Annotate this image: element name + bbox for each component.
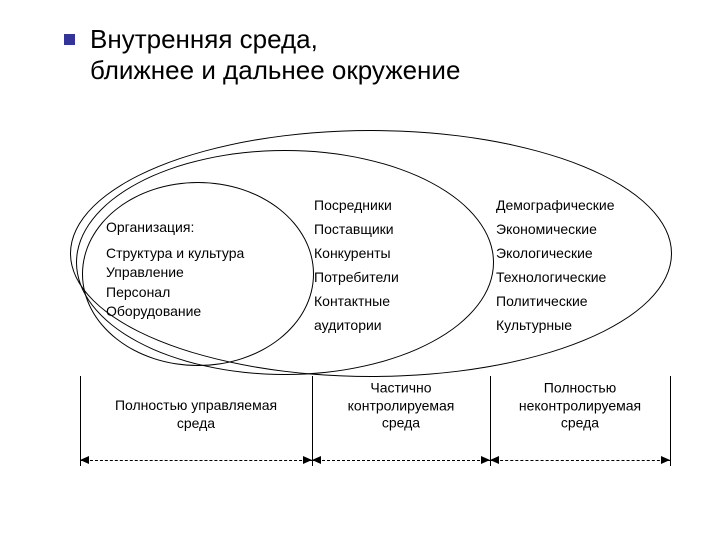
dimension-tick — [670, 376, 671, 466]
arrow-right-icon — [303, 456, 312, 464]
outer-item: Политические — [496, 292, 588, 312]
middle-item: Поставщики — [314, 220, 394, 240]
title-bullet — [64, 34, 75, 45]
middle-item: Посредники — [314, 196, 392, 216]
slide: Внутренняя среда, ближнее и дальнее окру… — [0, 0, 720, 540]
dimension-label: Частично контролируемая среда — [312, 380, 490, 433]
inner-item: Оборудование — [106, 302, 244, 322]
arrow-right-icon — [661, 456, 670, 464]
dimension-label: Полностью управляемая среда — [80, 397, 312, 432]
inner-text-block: Организация: Структура и культура Управл… — [106, 218, 244, 322]
dimension-line — [490, 460, 670, 461]
inner-item: Персонал — [106, 283, 244, 303]
middle-item: Контактные — [314, 292, 390, 312]
outer-item: Культурные — [496, 316, 572, 336]
middle-item: Потребители — [314, 268, 399, 288]
middle-item: Конкуренты — [314, 244, 391, 264]
arrow-right-icon — [481, 456, 490, 464]
dimension-line — [80, 460, 312, 461]
inner-item: Управление — [106, 263, 244, 283]
arrow-left-icon — [80, 456, 89, 464]
outer-item: Экологические — [496, 244, 593, 264]
outer-item: Технологические — [496, 268, 606, 288]
slide-title: Внутренняя среда, ближнее и дальнее окру… — [90, 24, 460, 86]
inner-item: Структура и культура — [106, 244, 244, 264]
arrow-left-icon — [312, 456, 321, 464]
dimension-label: Полностью неконтролируемая среда — [490, 380, 670, 433]
inner-header: Организация: — [106, 218, 244, 238]
outer-item: Демографические — [496, 196, 615, 216]
middle-item: аудитории — [314, 316, 382, 336]
outer-item: Экономические — [496, 220, 597, 240]
arrow-left-icon — [490, 456, 499, 464]
dimension-line — [312, 460, 490, 461]
